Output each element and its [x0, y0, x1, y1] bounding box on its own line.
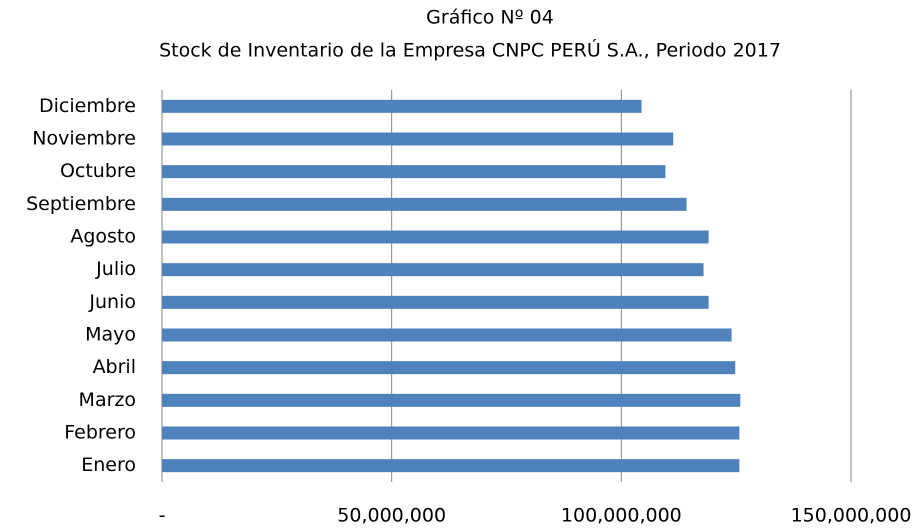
- y-tick-label: Agosto: [70, 226, 136, 248]
- y-tick-label: Abril: [93, 356, 136, 378]
- bar: [162, 328, 732, 342]
- y-tick-label: Julio: [95, 258, 136, 280]
- bar: [162, 99, 642, 113]
- y-tick-label: Febrero: [64, 422, 136, 444]
- x-tick-label: 100,000,000: [561, 505, 682, 527]
- y-tick-label: Septiembre: [26, 193, 136, 215]
- y-tick-label: Diciembre: [39, 95, 136, 117]
- bar: [162, 295, 709, 309]
- x-tick-label: 150,000,000: [791, 505, 912, 527]
- y-tick-label: Octubre: [60, 160, 136, 182]
- bar: [162, 393, 741, 407]
- chart-title: Gráfico Nº 04: [426, 7, 554, 29]
- bar: [162, 230, 709, 244]
- chart-subtitle: Stock de Inventario de la Empresa CNPC P…: [159, 38, 781, 62]
- bar: [162, 426, 740, 440]
- x-tick-label: -: [159, 505, 166, 527]
- y-tick-label: Junio: [88, 291, 136, 313]
- y-tick-label: Marzo: [79, 389, 136, 411]
- x-tick-label: 50,000,000: [337, 505, 446, 527]
- bar: [162, 361, 736, 375]
- y-tick-label: Mayo: [85, 324, 136, 346]
- y-tick-label: Noviembre: [32, 128, 136, 150]
- y-tick-label: Enero: [81, 454, 136, 476]
- bar: [162, 263, 704, 277]
- bar: [162, 459, 740, 473]
- bar: [162, 197, 687, 211]
- bar: [162, 165, 666, 179]
- bar: [162, 132, 674, 146]
